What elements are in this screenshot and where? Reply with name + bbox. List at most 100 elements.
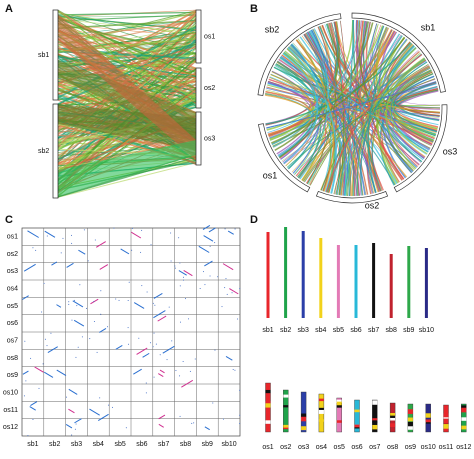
row-label: os9 [7,372,18,379]
chromosome [407,246,411,318]
segment-label: sb2 [265,24,280,34]
dotplot-dot [25,380,27,382]
dotplot-dot [111,406,113,408]
chromosome-label: sb4 [315,327,326,334]
dotplot-dot [96,351,98,353]
circos-link [394,78,441,110]
dotplot-dot [141,285,143,287]
chromosome-label: sb1 [38,52,49,59]
circos-link [269,25,384,140]
dotplot-dot [155,343,157,345]
segment-label: os2 [365,200,380,210]
dotplot-dot [127,327,129,329]
dotplot-dot [221,306,223,308]
dotplot-hit [98,413,109,421]
dotplot-dot [179,415,181,417]
synteny-link [57,11,197,16]
dotplot-dot [68,303,70,305]
dotplot-dot [171,340,173,342]
dotplot-dot [50,332,52,334]
dotplot-dot [226,293,228,295]
dotplot-dot [118,299,120,301]
dotplot-dot [239,389,241,391]
dotplot-dot [170,232,172,234]
dotplot-hit [203,235,214,242]
column-label: sb1 [27,441,38,448]
chromosome-band [461,425,467,430]
dotplot-hit [95,241,106,248]
row-label: os11 [3,407,18,414]
dotplot-hit [68,388,78,395]
dotplot-dot [23,395,25,397]
row-label: os6 [7,320,18,327]
dotplot-dot [83,229,85,231]
circos-link [306,23,337,185]
chromosome-label: sb10 [419,327,434,334]
circos-link [277,60,396,186]
synteny-band [58,14,196,160]
chromosome [389,254,393,318]
dotplot-hit [34,366,44,373]
dotplot-hit [44,230,56,238]
chromosome [372,399,378,433]
synteny-link [57,16,197,78]
chromosome-label: sb7 [368,327,379,334]
chromosome [424,248,428,318]
dotplot-dot [214,349,216,351]
dotplot-dot [43,282,45,284]
dotplot-dot [232,369,234,371]
chromosome-band [407,417,413,422]
chromosome-label: os2 [204,85,215,92]
row-label: os5 [7,303,18,310]
dotplot-hit [158,373,164,377]
chromosome-band [283,405,289,408]
row-label: os2 [7,251,18,258]
column-label: sb4 [93,441,104,448]
column-label: sb6 [136,441,147,448]
dotplot-hit [204,426,210,431]
circos-link [265,91,437,134]
chromosome-band [407,409,413,414]
dotplot-dot [237,318,239,320]
chromosome-band [390,416,396,421]
dotplot-hit [153,310,166,319]
chromosome-band [354,409,360,413]
chromosome-label: os2 [280,444,291,451]
dotplot-hit [68,408,75,414]
dotplot-dot [214,242,216,244]
dotplot-dot [86,307,88,309]
dotplot-hit [208,227,216,233]
dotplot-dot [73,299,75,301]
circos-link [367,35,403,193]
dotplot-dot [179,262,181,264]
dotplot-dot [93,301,95,303]
chromosome-band [372,418,378,421]
dotplot-dot [71,242,73,244]
dotplot-dot [125,427,127,429]
circos-segment [258,123,311,193]
dotplot-dot [239,414,241,416]
chromosome-band [390,413,396,418]
chromosome-label: sb8 [386,327,397,334]
dotplot-dot [99,397,101,399]
column-label: sb3 [71,441,82,448]
dotplot-dot [27,435,29,437]
panel-label: A [5,3,13,15]
circos-link [379,81,437,186]
row-label: os1 [7,234,18,241]
dotplot-dot [149,342,151,344]
chromosome-label: os11 [439,444,454,451]
dotplot-hit [73,319,85,327]
dotplot-dot [100,290,102,292]
dotplot-hit [23,263,36,272]
dotplot-hit [133,302,145,309]
dotplot-dot [182,361,184,363]
circos-links [264,19,441,197]
dotplot-hit [22,370,29,375]
dotplot-dot [179,375,181,377]
chromosome-band [301,426,307,431]
dotplot-dot [182,279,184,281]
chromosome-band [390,412,396,416]
chromosome-band [372,421,378,424]
